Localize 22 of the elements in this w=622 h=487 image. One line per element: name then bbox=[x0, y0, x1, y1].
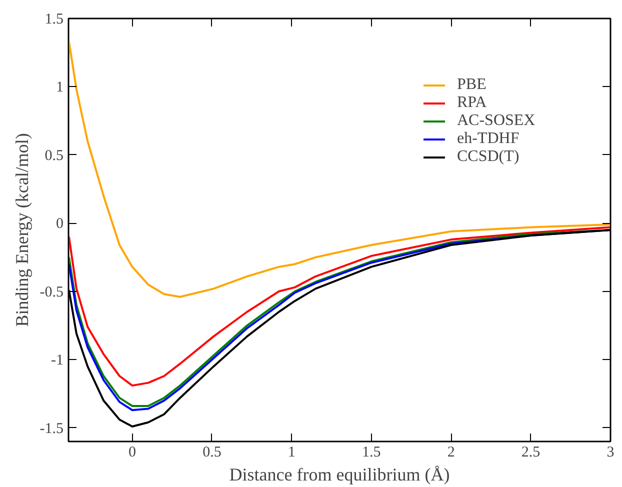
legend-label: CCSD(T) bbox=[457, 148, 520, 166]
x-tick-label: 1 bbox=[288, 444, 296, 460]
y-tick-label: 0 bbox=[56, 216, 64, 232]
y-tick-label: -0.5 bbox=[40, 284, 64, 300]
y-tick-label: 1.5 bbox=[44, 12, 64, 28]
y-tick-label: -1.5 bbox=[40, 420, 64, 437]
x-tick-label: 2 bbox=[447, 444, 455, 460]
x-axis-title: Distance from equilibrium (Å) bbox=[229, 464, 450, 484]
y-tick-label: 1 bbox=[56, 80, 64, 96]
line-series bbox=[68, 40, 610, 298]
x-tick-label: 0.5 bbox=[202, 444, 222, 460]
legend-label: PBE bbox=[457, 76, 486, 94]
y-tick-label: 0.5 bbox=[44, 148, 64, 164]
x-tick-label: 1.5 bbox=[362, 444, 381, 460]
x-tick-label: 3 bbox=[606, 444, 614, 460]
x-tick-label: 0 bbox=[128, 444, 136, 460]
legend-label: AC-SOSEX bbox=[457, 112, 536, 130]
x-tick-label: 2.5 bbox=[521, 444, 540, 460]
y-tick-label: -1 bbox=[51, 352, 64, 369]
legend-label: eh-TDHF bbox=[457, 130, 520, 148]
legend-label: RPA bbox=[457, 94, 487, 112]
y-axis-title: Binding Energy (kcal/mol) bbox=[12, 133, 32, 327]
